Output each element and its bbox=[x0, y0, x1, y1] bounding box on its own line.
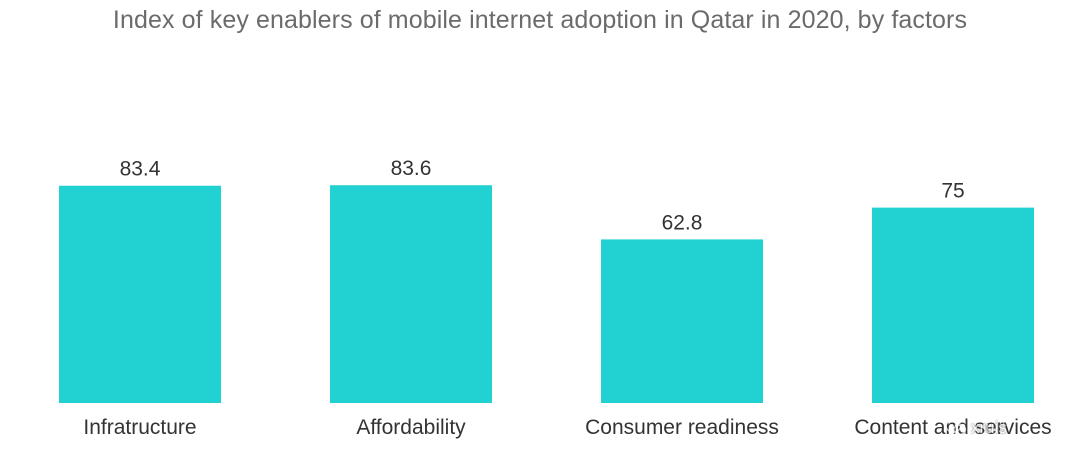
category-label-0: Infratructure bbox=[83, 416, 196, 439]
category-labels-group: Infratructure Affordability Consumer readi… bbox=[83, 416, 1051, 439]
bar-2 bbox=[601, 239, 763, 403]
bar-1 bbox=[330, 185, 492, 403]
wechat-icon bbox=[945, 419, 967, 436]
value-labels-group: 83.4 83.6 62.8 75 bbox=[120, 157, 965, 234]
bar-0 bbox=[59, 185, 221, 403]
category-label-2: Consumer readiness bbox=[585, 416, 779, 439]
value-label-3: 75 bbox=[941, 180, 964, 203]
watermark: xruis bbox=[945, 418, 1007, 438]
category-label-1: Affordability bbox=[356, 416, 466, 439]
bars-group bbox=[59, 185, 1034, 403]
value-label-2: 62.8 bbox=[662, 211, 703, 234]
value-label-0: 83.4 bbox=[120, 158, 161, 181]
chart-title: Index of key enablers of mobile internet… bbox=[112, 6, 968, 34]
category-label-3: Content and services bbox=[854, 416, 1051, 439]
bar-3 bbox=[872, 207, 1034, 403]
value-label-1: 83.6 bbox=[391, 157, 432, 180]
watermark-text: xruis bbox=[971, 418, 1007, 437]
